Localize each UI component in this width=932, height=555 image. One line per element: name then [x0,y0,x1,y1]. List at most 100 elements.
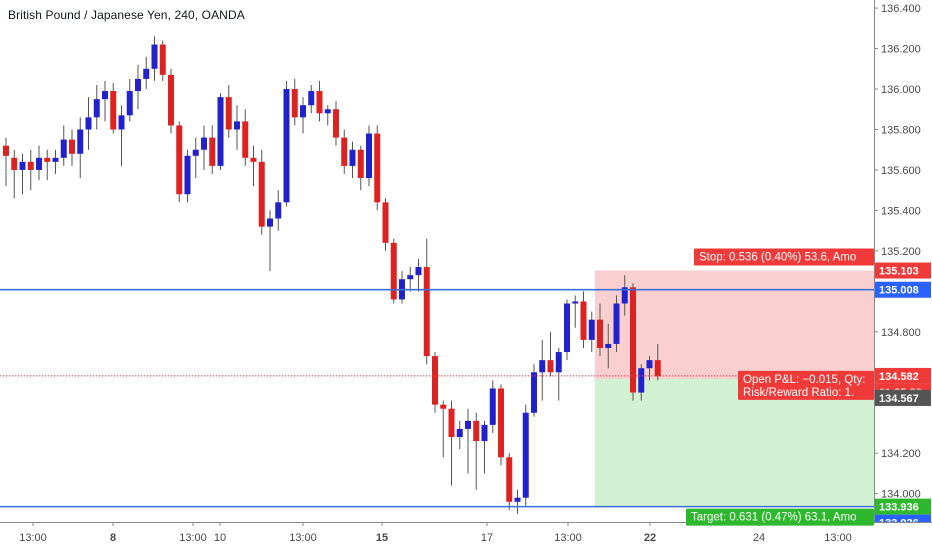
candle [316,80,323,122]
candle-body [242,121,249,158]
candle [176,121,183,203]
candle [357,145,364,191]
candle-body [514,497,521,502]
candles [3,36,661,514]
candle-body [135,78,141,92]
candle [267,210,273,272]
candle-body [300,105,306,118]
candle-body [366,133,372,179]
candle-body [539,360,546,373]
candle-body [423,267,430,357]
candle-body [613,303,620,344]
candle [531,364,537,417]
candle [630,283,636,401]
candle-body [69,139,75,154]
candle [415,258,422,292]
candle [126,78,133,122]
symbol-title: British Pound / Japanese Yen, 240, OANDA [8,8,245,22]
candle [168,68,174,134]
current-price-badge: 134.582 [875,367,931,384]
hline-top-badge-text: 135.008 [879,285,919,297]
candle [646,356,653,381]
candle [143,56,150,90]
candle [489,380,496,433]
time-tick-label: 13:00 [289,532,317,544]
candle-body [192,149,199,156]
candle-body [630,287,636,393]
candle [638,364,645,401]
candle [184,149,191,203]
candle [539,339,546,401]
stop-label[interactable]: Stop: 0.536 (0.40%) 53.6, Amo [694,248,874,266]
candle-body [580,301,587,340]
candle-body [250,157,257,162]
candle [382,198,389,251]
stop-zone [595,270,874,379]
candle-body [341,137,348,166]
candle-body [407,275,414,280]
time-tick-label: 24 [753,532,765,544]
candle-body [44,157,51,162]
hline-top-badge-bg [875,281,931,298]
candle [308,84,315,114]
candle [250,145,257,187]
candle-body [217,97,224,166]
candle-body [267,218,273,227]
candle-body [126,91,133,116]
candle [605,323,612,369]
candle-body [52,157,59,162]
horizontal-lines[interactable] [0,288,874,508]
pnl-label[interactable]: Open P&L: −0.015, Qty:Risk/Reward Ratio:… [738,370,874,400]
price-tick-label: 134.800 [881,327,921,339]
target-label[interactable]: Target: 0.631 (0.47%) 63.1, Amo [686,508,874,526]
candle-body [572,301,579,304]
entry-price-badge-bg [875,389,931,406]
candle-body [638,368,645,393]
time-tick-label: 22 [644,532,656,544]
candle [258,149,265,235]
candle [498,384,504,466]
pnl-label-text: Risk/Reward Ratio: 1. [743,387,854,399]
candle [572,295,579,328]
pnl-label-text: Open P&L: −0.015, Qty: [743,374,865,386]
candle [77,117,84,179]
target-label-text: Target: 0.631 (0.47%) 63.1, Amo [691,512,857,524]
current-price-badge-bg [875,367,931,384]
price-axis[interactable]: 136.400 136.200 136.000 135.800 135.600 135.4… [874,0,932,550]
candle [597,303,603,357]
candle [473,412,480,490]
candle-body [93,99,100,118]
candle-body [19,161,26,170]
time-tick-label: 15 [376,532,388,544]
candle [588,311,595,353]
candle [324,105,331,126]
time-axis[interactable]: 13:00 8 13:00 10 13:00 15 17 13:00 22 24 13:00 [0,522,932,550]
entry-price-badge-text: 134.567 [879,393,919,405]
price-tick-label: 136.400 [881,3,921,15]
stop-label-text: Stop: 0.536 (0.40%) 53.6, Amo [699,252,856,264]
candle [349,141,356,179]
candle [621,275,628,316]
candle [283,80,290,207]
candle-body [333,109,339,138]
candle-body [201,137,207,150]
candle-body [11,157,18,170]
candle [242,109,249,166]
target-price-badge-text: 133.936 [879,502,919,514]
candle [374,125,381,211]
candle-body [176,125,183,195]
candle [151,36,158,81]
candle-body [498,388,504,458]
hline-top-badge: 135.008 [875,281,931,298]
candle [201,125,207,170]
candle-body [258,161,265,227]
candle [407,267,414,292]
candle [580,291,587,348]
candle [366,125,372,187]
candle-body [382,202,389,243]
position-labels[interactable]: Stop: 0.536 (0.40%) 53.6, Amo Target: 0.6… [686,248,874,526]
candle-body [605,343,612,348]
candle [44,149,51,181]
